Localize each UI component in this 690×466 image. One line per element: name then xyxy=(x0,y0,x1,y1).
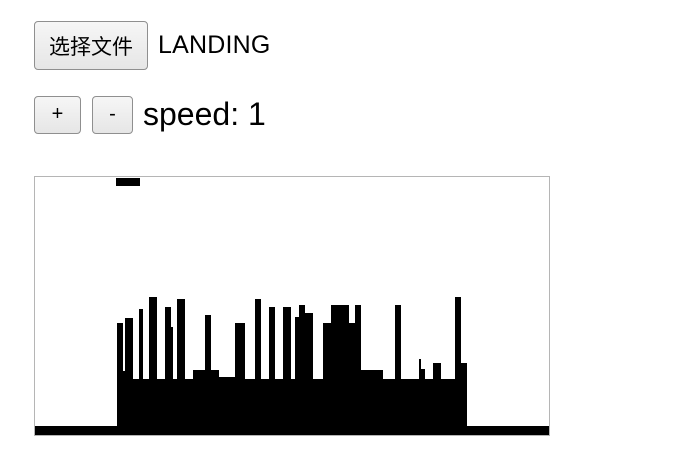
speed-readout: speed: 1 xyxy=(143,96,266,132)
terrain xyxy=(35,297,549,435)
lander-ship xyxy=(116,178,140,186)
speed-increase-button[interactable]: + xyxy=(34,95,81,134)
speed-decrease-button[interactable]: - xyxy=(92,95,133,134)
speed-row: + - speed: 1 xyxy=(34,95,266,134)
game-canvas[interactable] xyxy=(34,176,550,436)
file-row: 选择文件 LANDING xyxy=(34,21,271,70)
game-scene xyxy=(35,178,549,435)
choose-file-button[interactable]: 选择文件 xyxy=(34,21,148,70)
game-status-text: LANDING xyxy=(158,31,271,59)
